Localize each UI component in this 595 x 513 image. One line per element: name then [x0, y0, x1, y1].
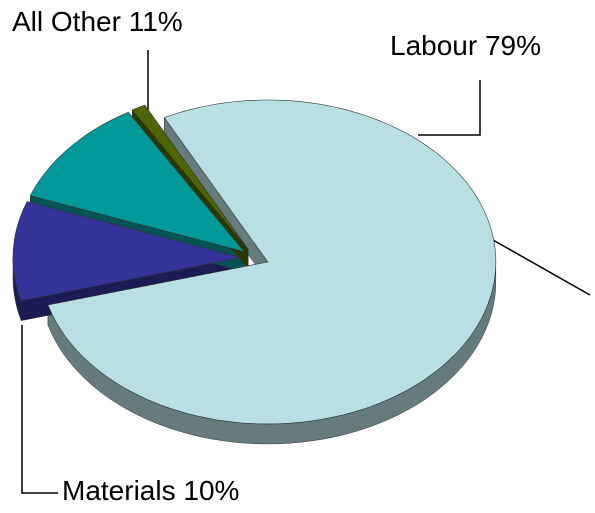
leader-line	[492, 239, 591, 296]
value-label: 11%	[129, 6, 183, 37]
slice	[12, 201, 242, 302]
slice-label: All Other 11%	[12, 6, 183, 37]
category-label: Materials	[62, 475, 176, 506]
slice-label: Labour 79%	[390, 30, 541, 61]
value-label: 10%	[183, 475, 239, 506]
leader-line	[21, 325, 58, 494]
slice	[131, 104, 249, 250]
slice	[29, 111, 246, 253]
category-label: All Other	[12, 6, 121, 37]
slice-label: Materials 10%	[62, 475, 239, 506]
value-label: 79%	[485, 30, 541, 61]
leader-line	[418, 80, 481, 136]
slice	[47, 99, 497, 425]
category-label: Labour	[390, 30, 477, 61]
